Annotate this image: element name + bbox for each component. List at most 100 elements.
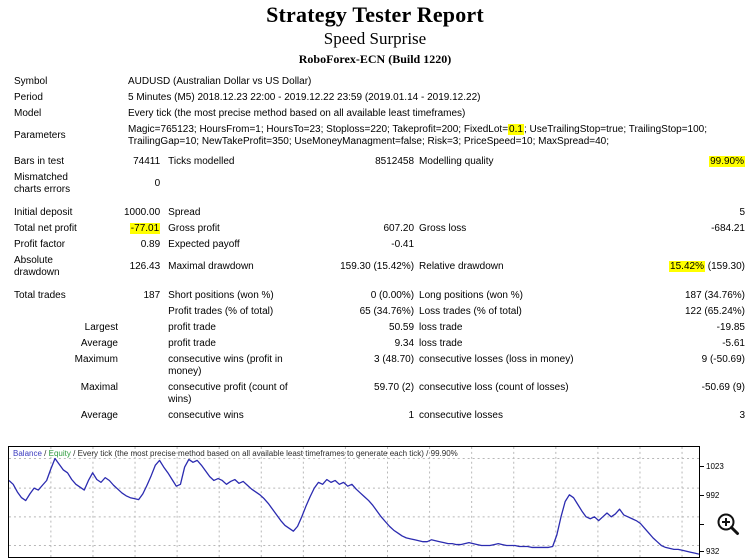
parameters-line1-part-a: Magic=765123; HoursFrom=1; HoursTo=23; S…: [128, 124, 509, 135]
y-tick-mark-1: [700, 466, 704, 467]
parameters-value: Magic=765123; HoursFrom=1; HoursTo=23; S…: [124, 122, 750, 150]
avg-consecutive-wins-label: consecutive wins: [168, 410, 244, 421]
parameters-line1-part-b: ; UseTrailingStop=true; TrailingStop=100…: [523, 124, 708, 135]
expected-payoff-label: Expected payoff: [168, 239, 240, 250]
gross-profit-value: 607.20: [383, 223, 415, 234]
parameters-label: Parameters: [14, 130, 66, 141]
maximal-consecutive-loss-label: consecutive loss (count of losses): [419, 382, 569, 393]
zoom-in-icon[interactable]: [716, 512, 740, 536]
row-parameters: Parameters Magic=765123; HoursFrom=1; Ho…: [0, 122, 750, 150]
legend-balance[interactable]: Balance: [13, 449, 42, 458]
loss-trades-value: 122 (65.24%): [684, 306, 745, 317]
max-consecutive-losses-label: consecutive losses (loss in money): [419, 354, 574, 365]
spread-gap: [414, 205, 669, 221]
empty-cell-2: [294, 170, 414, 198]
maximal-consecutive-profit-value: 59.70 (2): [374, 382, 415, 393]
chart-svg: [9, 447, 699, 557]
maximal-consecutive-loss-value: -50.69 (9): [701, 382, 745, 393]
expected-payoff-value: -0.41: [391, 239, 415, 250]
total-net-profit-label: Total net profit: [14, 223, 77, 234]
initial-deposit-value: 1000.00: [124, 207, 161, 218]
row-profit-factor: Profit factor 0.89 Expected payoff -0.41: [0, 237, 750, 253]
initial-deposit-label: Initial deposit: [14, 207, 73, 218]
row-average: Average profit trade 9.34 loss trade -5.…: [0, 336, 750, 352]
absolute-drawdown-label: Absolute drawdown: [0, 253, 124, 281]
total-net-profit-highlight: -77.01: [129, 223, 161, 234]
short-positions-label: Short positions (won %): [168, 290, 274, 301]
row-initial-deposit: Initial deposit 1000.00 Spread 5: [0, 205, 750, 221]
balance-equity-chart[interactable]: Balance / Equity / Every tick (the most …: [8, 446, 742, 558]
empty-cell-5: [414, 237, 669, 253]
legend-description: Every tick (the most precise method base…: [77, 449, 458, 458]
row-total-trades: Total trades 187 Short positions (won %)…: [0, 288, 750, 304]
absolute-drawdown-line1: Absolute: [14, 255, 53, 266]
profit-trades-value: 65 (34.76%): [359, 306, 415, 317]
page-title: Strategy Tester Report: [266, 2, 484, 27]
broker-build: RoboForex-ECN (Build 1220): [298, 52, 452, 66]
largest-profit-trade-label: profit trade: [168, 322, 216, 333]
absolute-drawdown-value: 126.43: [129, 261, 161, 272]
profit-factor-value: 0.89: [140, 239, 161, 250]
empty-cell-8: [124, 304, 164, 320]
average-loss-trade-value: -5.61: [722, 338, 745, 349]
chart-y-axis: 1023 992 932: [700, 446, 748, 558]
y-tick-mark-4: [700, 551, 704, 552]
y-tick-mark-3: [700, 524, 704, 525]
ea-name: Speed Surprise: [323, 29, 427, 48]
legend-equity[interactable]: Equity: [48, 449, 71, 458]
average-profit-trade-label: profit trade: [168, 338, 216, 349]
avg-consecutive-wins-value: 1: [408, 410, 415, 421]
ticks-modelled-label: Ticks modelled: [168, 156, 235, 167]
bars-in-test-value: 74411: [133, 156, 161, 167]
row-total-net-profit: Total net profit -77.01 Gross profit 607…: [0, 221, 750, 237]
modelling-quality-value: 99.90%: [669, 154, 750, 170]
y-tick-label-1: 1023: [706, 462, 724, 471]
max-consecutive-wins-value: 3 (48.70): [374, 354, 415, 365]
modelling-quality-label: Modelling quality: [419, 156, 494, 167]
report-stats-table: Bars in test 74411 Ticks modelled 851245…: [0, 154, 750, 424]
empty-cell-7: [0, 304, 124, 320]
row-average-consecutive: Average consecutive wins 1 consecutive l…: [0, 408, 750, 424]
row-maximum: Maximum consecutive wins (profit in mone…: [0, 352, 750, 380]
row-absolute-drawdown: Absolute drawdown 126.43 Maximal drawdow…: [0, 253, 750, 281]
absolute-drawdown-line2: drawdown: [14, 267, 60, 278]
empty-cell-1: [164, 170, 294, 198]
max-consecutive-losses-value: 9 (-50.69): [701, 354, 745, 365]
empty-cell-13: [124, 408, 164, 424]
gross-profit-label: Gross profit: [168, 223, 220, 234]
total-trades-value: 187: [143, 290, 161, 301]
legend-separator-1: /: [44, 449, 47, 458]
long-positions-label: Long positions (won %): [419, 290, 523, 301]
y-tick-mark-2: [700, 495, 704, 496]
legend-separator-2: /: [73, 449, 76, 458]
chart-plot-area[interactable]: Balance / Equity / Every tick (the most …: [8, 446, 700, 558]
gross-loss-label: Gross loss: [419, 223, 467, 234]
long-positions-value: 187 (34.76%): [684, 290, 745, 301]
maximal-consecutive-profit-label: consecutive profit (count of wins): [168, 382, 288, 405]
total-trades-label: Total trades: [14, 290, 66, 301]
mismatched-charts-errors-value: 0: [154, 178, 161, 189]
symbol-label: Symbol: [14, 76, 48, 87]
row-maximal: Maximal consecutive profit (count of win…: [0, 380, 750, 408]
empty-cell-9: [124, 320, 164, 336]
empty-cell-11: [124, 352, 164, 380]
average-profit-trade-value: 9.34: [394, 338, 415, 349]
mismatched-label-line1: Mismatched: [14, 172, 68, 183]
period-label: Period: [14, 92, 43, 103]
row-model: Model Every tick (the most precise metho…: [0, 106, 750, 122]
gross-loss-value: -684.21: [711, 223, 745, 234]
maximal-drawdown-label: Maximal drawdown: [168, 261, 254, 272]
period-value: 5 Minutes (M5) 2018.12.23 22:00 - 2019.1…: [128, 92, 481, 103]
empty-cell-4: [669, 170, 750, 198]
spacer-row-2: [0, 281, 750, 288]
profit-trades-label: Profit trades (% of total): [168, 306, 274, 317]
row-period: Period 5 Minutes (M5) 2018.12.23 22:00 -…: [0, 90, 750, 106]
row-profit-trades: Profit trades (% of total) 65 (34.76%) L…: [0, 304, 750, 320]
spread-value: 5: [739, 207, 745, 218]
avg-consecutive-losses-value: 3: [739, 410, 745, 421]
total-net-profit-value: -77.01: [124, 221, 164, 237]
largest-profit-trade-value: 50.59: [389, 322, 415, 333]
spacer-row-1: [0, 198, 750, 205]
y-tick-label-4: 932: [706, 547, 720, 556]
